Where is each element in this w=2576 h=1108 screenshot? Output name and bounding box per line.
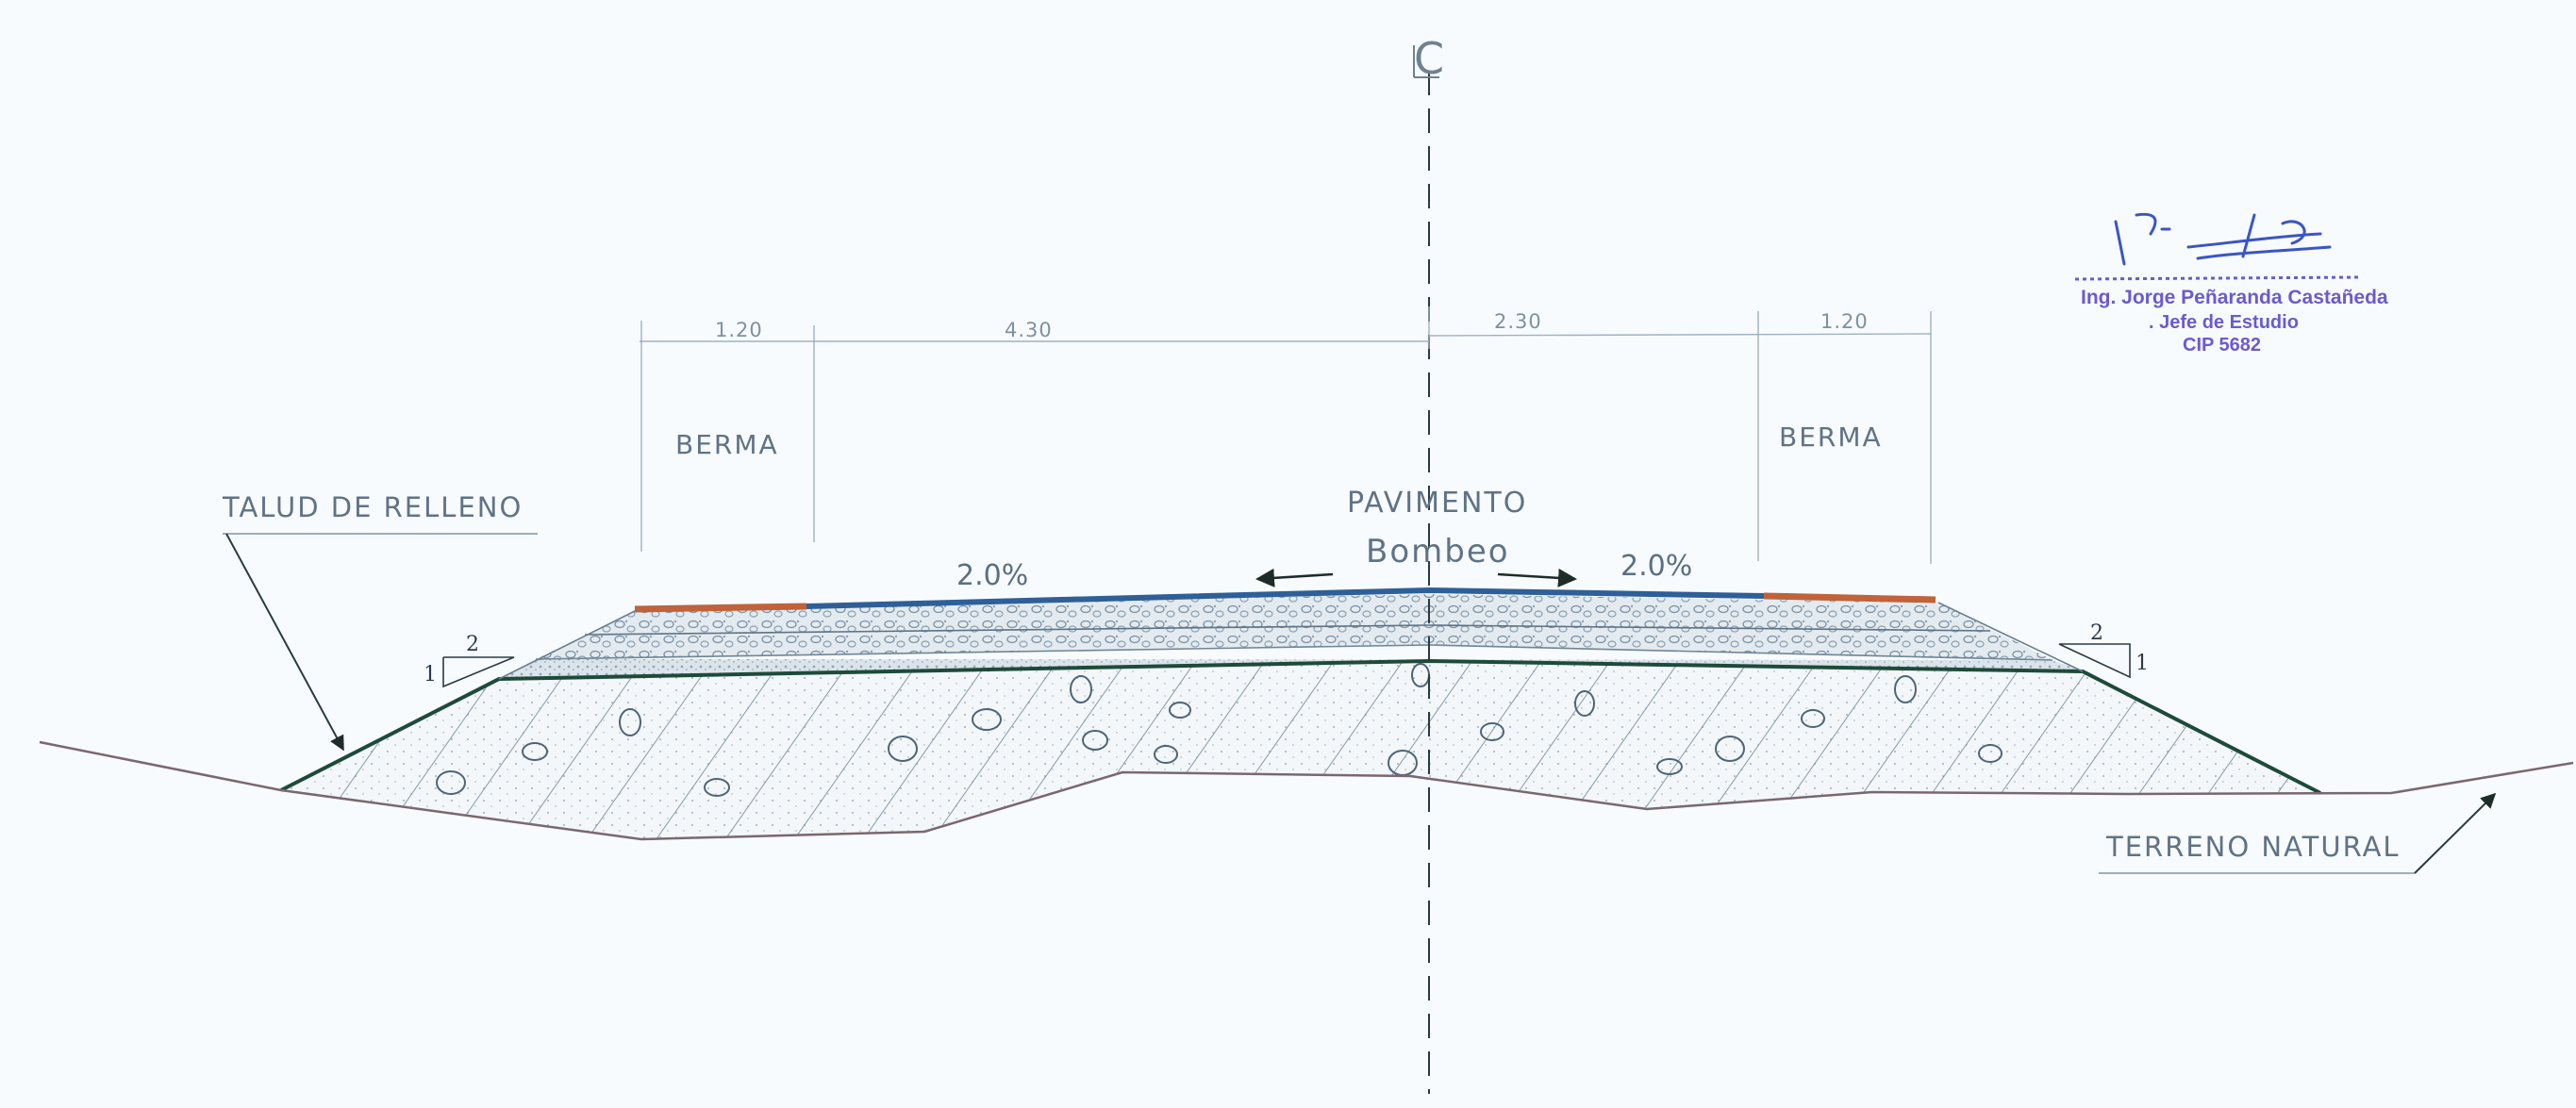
- talud-leader: [225, 533, 344, 752]
- slope-left-label: 2.0%: [956, 559, 1028, 592]
- terreno-leader: [2414, 792, 2497, 874]
- svg-text:CIP 5682: CIP 5682: [2183, 335, 2261, 356]
- slope-right-label: 2.0%: [1620, 550, 1692, 583]
- handwritten-signature: [2114, 212, 2332, 266]
- talud-label: TALUD DE RELLENO: [222, 491, 523, 523]
- side-slope-right-indicator: 2 1: [2058, 621, 2149, 679]
- dimension-berma-left: 1.20: [715, 319, 763, 341]
- dimension-lane-right: 2.30: [1494, 310, 1542, 333]
- svg-text:Ing. Jorge Peñaranda Castañeda: Ing. Jorge Peñaranda Castañeda: [2081, 287, 2388, 308]
- svg-text:2: 2: [2090, 621, 2103, 645]
- pavimento-label: PAVIMENTO: [1347, 487, 1527, 520]
- bombeo-arrow-right: [1497, 568, 1577, 587]
- dimension-berma-right: 1.20: [1820, 310, 1869, 333]
- svg-text:2: 2: [466, 633, 479, 656]
- dimension-lines: [640, 306, 1932, 564]
- berma-right-label: BERMA: [1779, 422, 1883, 453]
- bombeo-arrow-left: [1255, 568, 1334, 587]
- dimension-lane-left: 4.30: [1005, 319, 1053, 341]
- svg-text:. Jefe de Estudio: . Jefe de Estudio: [2149, 312, 2299, 333]
- berma-left-label: BERMA: [675, 429, 779, 460]
- bombeo-label: Bombeo: [1366, 533, 1510, 571]
- terreno-label: TERRENO NATURAL: [2105, 831, 2401, 863]
- engineer-stamp: Ing. Jorge Peñaranda Castañeda . Jefe de…: [2074, 212, 2388, 356]
- side-slope-left-indicator: 2 1: [424, 633, 515, 688]
- embankment-fill: [281, 661, 2320, 839]
- pavement-surface: [634, 587, 1936, 613]
- svg-text:1: 1: [424, 663, 437, 686]
- svg-text:1: 1: [2136, 652, 2149, 675]
- natural-terrain-line: [39, 740, 2574, 841]
- centerline-label: C: [1414, 33, 1444, 84]
